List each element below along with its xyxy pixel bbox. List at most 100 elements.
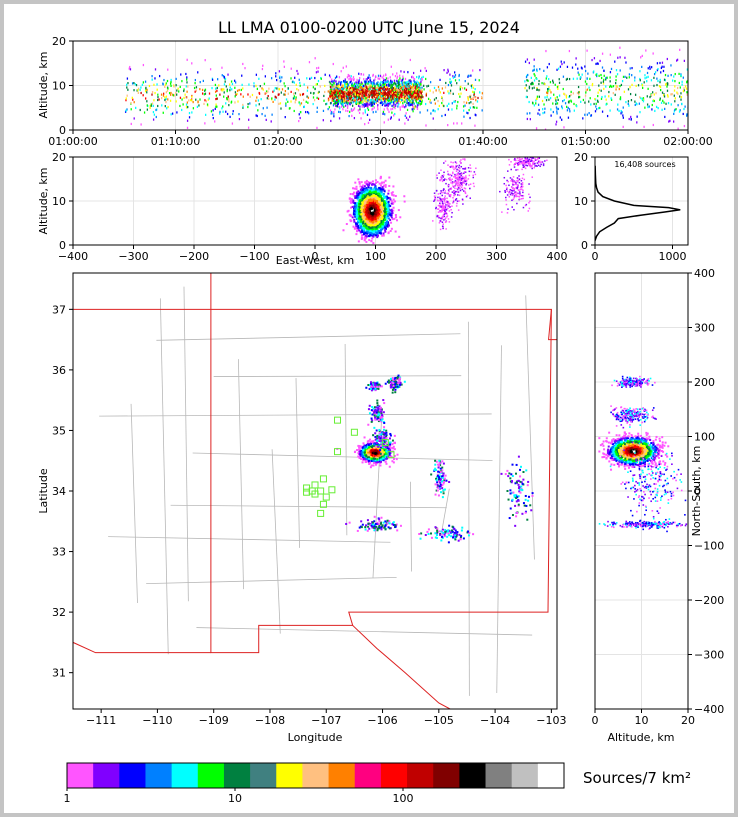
source-mark <box>417 92 419 96</box>
source-mark <box>265 90 268 93</box>
source-mark <box>383 200 386 203</box>
source-mark <box>538 82 540 86</box>
source-mark <box>601 110 604 113</box>
source-mark <box>532 102 534 105</box>
source-mark <box>283 65 286 68</box>
source-mark <box>354 93 357 96</box>
source-mark <box>402 95 405 98</box>
source-mark <box>630 99 633 102</box>
source-mark <box>192 100 194 104</box>
source-mark <box>378 92 380 96</box>
source-mark <box>412 97 414 100</box>
source-mark <box>404 91 406 94</box>
source-mark <box>387 96 389 99</box>
source-mark <box>556 107 558 110</box>
source-mark <box>538 79 540 83</box>
source-mark <box>397 209 400 212</box>
source-mark <box>350 109 353 112</box>
source-mark <box>568 77 571 81</box>
source-mark <box>256 114 258 118</box>
source-mark <box>669 119 671 122</box>
x-tick-label: 02:00:00 <box>663 135 712 148</box>
source-mark <box>657 67 659 71</box>
source-mark <box>390 208 393 211</box>
source-mark <box>654 109 656 113</box>
source-mark <box>601 52 604 55</box>
source-mark <box>423 84 425 87</box>
source-mark <box>399 106 401 109</box>
source-mark <box>561 62 563 66</box>
source-mark <box>347 209 350 212</box>
source-mark <box>686 114 688 117</box>
source-mark <box>558 78 560 81</box>
source-mark <box>529 118 531 121</box>
source-mark <box>615 85 617 88</box>
source-mark <box>177 87 179 90</box>
source-mark <box>570 99 572 102</box>
source-mark <box>197 101 199 104</box>
source-mark <box>614 60 616 63</box>
source-mark <box>411 75 413 78</box>
source-mark <box>449 78 451 81</box>
source-mark <box>629 92 632 96</box>
source-mark <box>262 88 264 91</box>
source-mark <box>357 86 360 89</box>
source-mark <box>454 75 456 78</box>
source-mark <box>663 65 665 68</box>
source-mark <box>367 91 370 94</box>
source-mark <box>610 98 613 101</box>
source-mark <box>548 98 550 101</box>
source-mark <box>678 110 681 113</box>
source-mark <box>338 87 340 91</box>
source-mark <box>426 85 428 88</box>
source-mark <box>535 77 537 80</box>
source-mark <box>622 125 624 128</box>
source-mark <box>362 91 365 94</box>
source-mark <box>201 88 204 92</box>
source-mark <box>582 117 584 120</box>
source-mark <box>393 114 395 117</box>
source-mark <box>456 82 458 85</box>
source-mark <box>238 112 240 116</box>
source-mark <box>188 99 190 102</box>
source-mark <box>528 61 530 65</box>
source-mark <box>352 225 355 228</box>
source-mark <box>359 231 362 234</box>
source-mark <box>253 85 255 88</box>
source-mark <box>552 102 554 105</box>
source-mark <box>584 65 586 68</box>
source-mark <box>176 93 178 96</box>
source-mark <box>385 79 387 82</box>
source-mark <box>267 94 269 98</box>
source-mark <box>368 235 371 238</box>
source-mark <box>347 97 349 100</box>
source-mark <box>370 98 372 102</box>
source-mark <box>178 90 180 93</box>
source-mark <box>288 107 291 110</box>
source-mark <box>411 92 413 95</box>
source-mark <box>396 86 398 89</box>
source-mark <box>361 101 363 104</box>
source-mark <box>370 86 372 89</box>
source-mark <box>349 77 351 80</box>
source-mark <box>330 92 332 96</box>
source-mark <box>357 225 360 228</box>
source-mark <box>399 77 401 80</box>
source-mark <box>208 92 211 95</box>
source-mark <box>384 200 387 203</box>
source-mark <box>386 107 388 110</box>
source-mark <box>126 83 128 86</box>
source-mark <box>565 94 568 97</box>
source-mark <box>241 74 243 77</box>
source-mark <box>369 77 371 81</box>
source-mark <box>181 98 183 101</box>
source-mark <box>259 84 261 88</box>
source-mark <box>653 93 655 96</box>
source-mark <box>281 88 284 91</box>
source-mark <box>380 81 382 84</box>
source-mark <box>441 101 443 105</box>
source-mark <box>383 190 386 193</box>
source-mark <box>232 110 234 113</box>
source-mark <box>277 93 279 96</box>
source-mark <box>658 85 661 88</box>
